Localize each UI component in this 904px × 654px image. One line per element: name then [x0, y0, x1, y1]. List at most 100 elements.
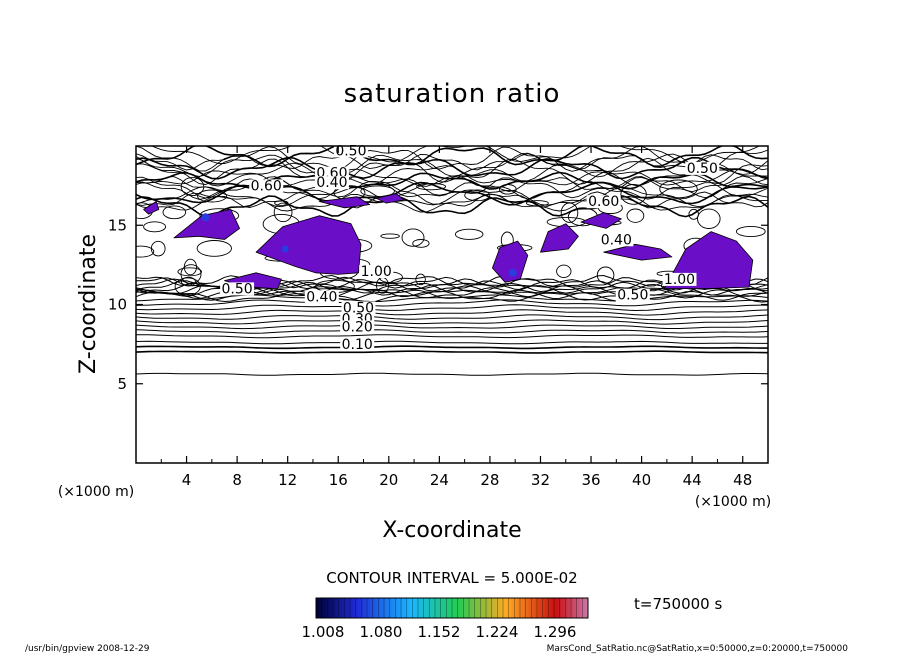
z-axis: 5 10 15	[108, 216, 768, 393]
supersaturated-region	[375, 193, 405, 204]
contour-label: 0.50	[335, 144, 366, 160]
saturation-peak	[281, 245, 289, 253]
contour-cell	[556, 264, 572, 278]
supersaturated-region	[580, 212, 622, 229]
contour-line	[136, 319, 768, 325]
chart-title: saturation ratio	[344, 79, 561, 109]
x-axis-unit: (×1000 m)	[695, 494, 771, 510]
contour-cell	[464, 189, 491, 202]
contour-line	[136, 181, 768, 206]
contour-cell	[415, 273, 426, 286]
z-axis-label: Z-coordinate	[76, 234, 101, 374]
contour-cell	[697, 208, 721, 229]
colorbar-label: 1.296	[534, 623, 577, 641]
contour-label: 0.10	[342, 337, 373, 353]
contour-label-bg	[340, 337, 375, 351]
colorbar-label: 1.080	[360, 623, 403, 641]
colorbar-label: 1.152	[418, 623, 461, 641]
contour-line	[136, 345, 768, 350]
contour-cell	[180, 276, 196, 287]
contour-cell	[150, 240, 166, 257]
contour-label-bg	[304, 290, 339, 304]
contour-label-bg	[340, 320, 375, 334]
supersaturated-region	[540, 223, 579, 253]
x-tick-label: 28	[480, 471, 499, 489]
contour-label-bg	[599, 233, 634, 247]
supersaturated-region	[492, 240, 529, 283]
contour-cell	[596, 266, 615, 284]
x-tick-label: 16	[329, 471, 348, 489]
contour-label: 0.40	[601, 232, 632, 248]
contour-cell	[180, 177, 205, 197]
contour-line	[136, 181, 768, 200]
contour-label: 0.50	[343, 300, 374, 316]
contour-label: 0.50	[617, 288, 648, 304]
contour-cell	[498, 184, 517, 195]
contour-line	[136, 290, 768, 303]
contour-line	[136, 309, 768, 316]
contour-label-bg	[333, 144, 368, 158]
z-tick-label: 5	[117, 375, 127, 393]
contour-cell	[560, 202, 579, 223]
contour-label-bg	[249, 179, 284, 193]
contour-label-bg	[359, 265, 394, 278]
supersaturated-region	[318, 196, 371, 209]
supersaturated-region	[143, 201, 160, 215]
footer-left: /usr/bin/gpview 2008-12-29	[25, 644, 150, 654]
contour-line	[136, 195, 768, 218]
supersaturated-region	[173, 209, 240, 240]
contour-cell	[136, 245, 155, 258]
contour-cell	[273, 202, 293, 223]
contour-cell	[401, 228, 425, 247]
contour-cell	[525, 200, 549, 207]
contour-cell	[196, 240, 232, 257]
contour-line	[136, 152, 768, 178]
contour-line	[136, 156, 768, 180]
contour-line	[136, 324, 768, 330]
contour-line	[136, 146, 768, 168]
contour-label-bg	[220, 282, 255, 296]
contour-label-bg	[314, 176, 349, 190]
contour-line	[136, 171, 768, 190]
contour-cell	[180, 264, 202, 284]
contour-label-bg	[662, 272, 697, 286]
contour-line	[151, 146, 761, 164]
contour-label-bg	[685, 161, 720, 175]
x-tick-label: 4	[182, 471, 192, 489]
contour-label: 0.50	[222, 281, 253, 297]
contour-line	[136, 191, 768, 209]
x-tick-label: 36	[581, 471, 600, 489]
x-tick-label: 48	[733, 471, 752, 489]
contour-label-bg	[341, 301, 376, 315]
contour-cell	[454, 228, 484, 240]
contour-cell	[735, 225, 766, 238]
contour-cell	[177, 267, 202, 277]
contour-line	[136, 186, 768, 208]
colorbar-label: 1.224	[476, 623, 519, 641]
x-tick-label: 12	[278, 471, 297, 489]
colorbar-segments	[321, 598, 583, 618]
colorbar-label: 1.008	[302, 623, 345, 641]
contour-label: 0.50	[687, 161, 718, 177]
contour-cell	[380, 233, 400, 239]
contour-line	[136, 329, 768, 334]
x-tick-label: 32	[531, 471, 550, 489]
contour-label: 0.40	[306, 289, 337, 305]
contour-line	[136, 193, 768, 213]
contour-line	[136, 334, 768, 339]
contour-line	[136, 340, 768, 345]
contour-label: 1.00	[664, 272, 695, 288]
x-axis: 4 8 12 16 20 24 28 32 36 40 44 48	[160, 146, 752, 489]
contour-cell	[196, 189, 228, 203]
time-label: t=750000 s	[634, 595, 722, 613]
contour-label: 0.60	[251, 178, 282, 194]
contour-cell	[183, 258, 197, 276]
x-tick-label: 40	[632, 471, 651, 489]
x-axis-label: X-coordinate	[382, 518, 521, 543]
contour-interval: CONTOUR INTERVAL = 5.000E-02	[326, 569, 577, 587]
contour-cell	[143, 221, 167, 233]
x-tick-label: 24	[430, 471, 449, 489]
contour-line	[136, 304, 768, 312]
contour-cell	[360, 185, 395, 197]
